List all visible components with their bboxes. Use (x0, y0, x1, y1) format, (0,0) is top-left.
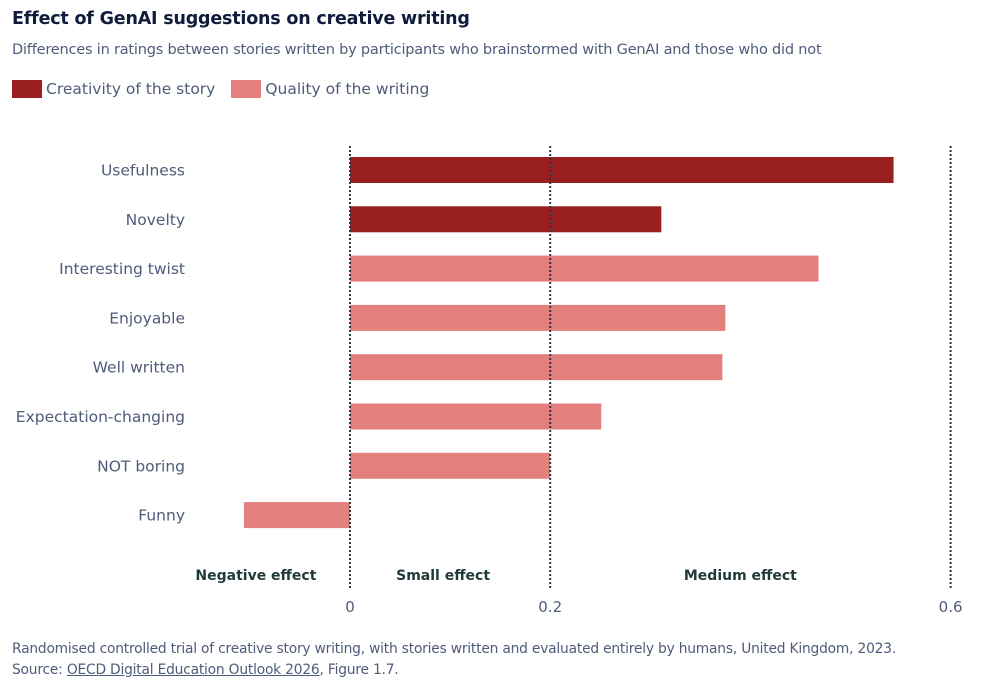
bar-chart: Usefulness Novelty Interesting twist Enjoya… (16, 146, 963, 616)
bar-not-boring (350, 452, 551, 479)
x-tick-label: 0.6 (939, 598, 963, 616)
footnote: Randomised controlled trial of creative … (12, 641, 897, 657)
category-label: Funny (138, 507, 185, 525)
bar-novelty (350, 206, 662, 233)
category-label: NOT boring (97, 457, 185, 475)
source-link[interactable]: OECD Digital Education Outlook 2026 (66, 662, 320, 678)
chart-subtitle: Differences in ratings between stories w… (12, 42, 822, 58)
category-label: Usefulness (101, 162, 185, 180)
category-label: Well written (93, 359, 185, 377)
source-suffix: , Figure 1.7. (319, 662, 399, 678)
legend-item-quality: Quality of the writing (231, 80, 429, 98)
category-label: Expectation-changing (16, 408, 185, 426)
bar-expectation-changing (350, 403, 602, 430)
zone-label: Negative effect (195, 568, 316, 584)
category-label: Interesting twist (59, 260, 185, 278)
source-prefix: Source: (12, 662, 67, 678)
bar-enjoyable (350, 304, 726, 331)
x-tick-label: 0 (345, 598, 355, 616)
legend-swatch-creativity (12, 80, 42, 98)
zone-label: Small effect (396, 568, 490, 584)
x-tick-label: 0.2 (538, 598, 562, 616)
chart-title: Effect of GenAI suggestions on creative … (12, 9, 470, 29)
legend-label-creativity: Creativity of the story (46, 80, 216, 98)
legend-item-creativity: Creativity of the story (12, 80, 215, 98)
bar-usefulness (350, 157, 894, 183)
category-label: Novelty (126, 211, 185, 229)
legend-label-quality: Quality of the writing (265, 80, 430, 98)
zone-label: Medium effect (684, 568, 797, 584)
category-label: Enjoyable (109, 309, 185, 327)
bar-funny (243, 502, 350, 529)
bar-interesting-twist (350, 255, 819, 282)
source-line: Source: OECD Digital Education Outlook 2… (12, 662, 399, 678)
legend-swatch-quality (231, 80, 262, 98)
bar-well-written (350, 354, 723, 381)
legend: Creativity of the story Quality of the w… (12, 80, 445, 98)
